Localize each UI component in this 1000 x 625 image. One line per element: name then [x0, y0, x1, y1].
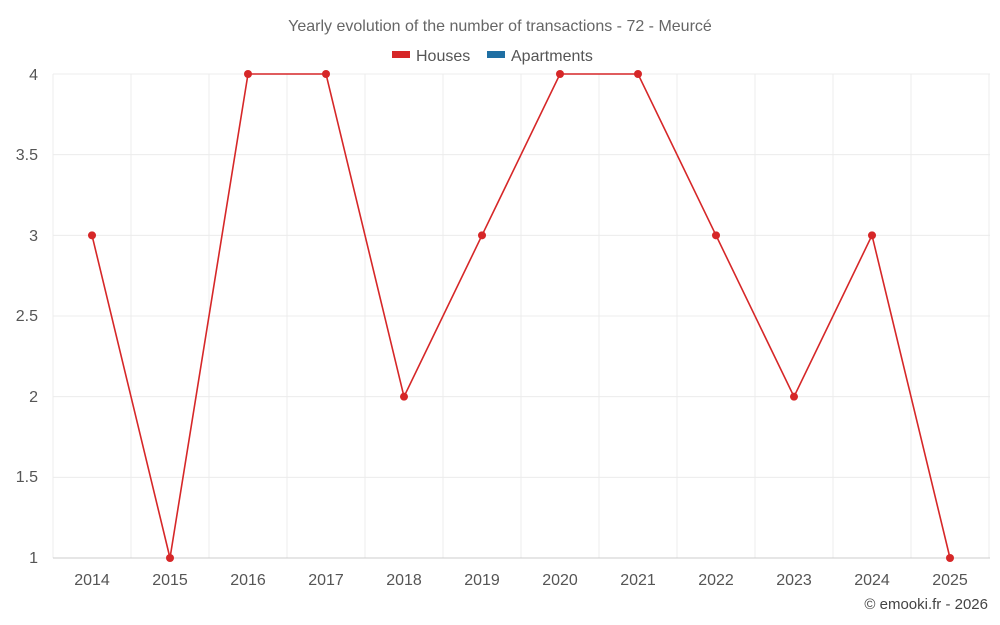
data-point-houses[interactable] — [244, 70, 252, 78]
x-tick-label: 2022 — [698, 572, 734, 589]
x-tick-label: 2024 — [854, 572, 890, 589]
series-line-houses — [91, 73, 951, 559]
data-point-houses[interactable] — [88, 231, 96, 240]
plot-area — [88, 70, 954, 562]
y-tick-label: 2.5 — [16, 308, 38, 325]
y-tick-label: 3.5 — [16, 147, 38, 164]
x-tick-label: 2014 — [74, 572, 110, 589]
y-tick-label: 4 — [29, 67, 38, 84]
x-tick-label: 2015 — [152, 572, 188, 589]
x-tick-label: 2016 — [230, 572, 266, 589]
data-point-houses[interactable] — [400, 392, 408, 401]
legend-label-apartments[interactable]: Apartments — [511, 48, 593, 65]
chart-title: Yearly evolution of the number of transa… — [288, 18, 712, 35]
data-point-houses[interactable] — [712, 231, 720, 240]
data-point-houses[interactable] — [634, 70, 642, 78]
x-tick-label: 2019 — [464, 572, 500, 589]
x-tick-label: 2021 — [620, 572, 656, 589]
data-point-houses[interactable] — [946, 554, 954, 562]
x-tick-label: 2018 — [386, 572, 422, 589]
y-tick-label: 1 — [29, 550, 38, 567]
legend: Houses Apartments — [392, 48, 593, 65]
data-point-houses[interactable] — [790, 392, 798, 401]
x-tick-label: 2020 — [542, 572, 578, 589]
grid-lines — [52, 73, 990, 559]
y-tick-label: 3 — [29, 228, 38, 245]
data-point-houses[interactable] — [322, 70, 330, 78]
data-point-houses[interactable] — [166, 554, 174, 562]
data-point-houses[interactable] — [556, 70, 564, 78]
legend-label-houses[interactable]: Houses — [416, 48, 470, 65]
y-tick-labels: 1 1.5 2 2.5 3 3.5 4 — [16, 67, 38, 567]
data-point-houses[interactable] — [478, 231, 486, 240]
data-point-houses[interactable] — [868, 231, 876, 240]
x-tick-labels: 2014 2015 2016 2017 2018 2019 2020 2021 … — [74, 572, 968, 589]
x-tick-label: 2023 — [776, 572, 812, 589]
legend-swatch-apartments — [487, 51, 505, 58]
y-tick-label: 2 — [29, 389, 38, 406]
x-tick-label: 2025 — [932, 572, 968, 589]
legend-swatch-houses — [392, 51, 410, 58]
x-tick-label: 2017 — [308, 572, 344, 589]
y-tick-label: 1.5 — [16, 469, 38, 486]
credit-text: © emooki.fr - 2026 — [864, 596, 988, 613]
